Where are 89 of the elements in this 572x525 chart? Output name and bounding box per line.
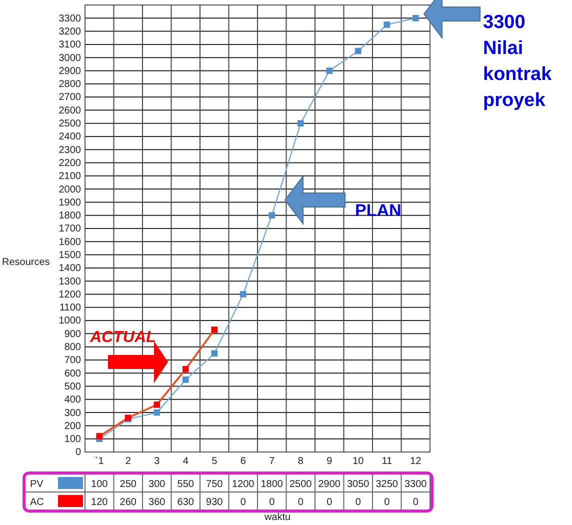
y-tick-label: 200 [64, 420, 82, 432]
text: 0 [298, 497, 304, 508]
y-tick-label: 3300 [58, 13, 82, 24]
point [384, 22, 390, 28]
point [182, 366, 189, 372]
point [182, 376, 189, 383]
data-label: 550 [177, 479, 194, 490]
x-axis-title: waktu [263, 512, 291, 523]
y-tick-label: 2400 [58, 132, 82, 143]
y-tick-label: 2100 [58, 171, 82, 182]
x-tick-label: 7 [269, 456, 276, 468]
x-tick-label: `1 [94, 456, 104, 468]
y-tick-label: 1400 [58, 263, 82, 274]
point [240, 291, 246, 298]
y-tick-label: 600 [64, 368, 82, 380]
data-label: 750 [206, 479, 224, 490]
y-tick-label: 2000 [58, 184, 82, 196]
y-tick-label: 500 [64, 381, 82, 392]
y-tick-label: 700 [64, 355, 82, 366]
data-label: 3300 [404, 479, 428, 490]
data-label: 300 [148, 479, 166, 490]
y-tick-label: 2300 [58, 144, 82, 156]
text: 0 [412, 497, 418, 508]
data-label: 100 [91, 479, 108, 490]
x-tick-label: 11 [382, 456, 392, 468]
x-tick-label: 4 [182, 456, 189, 468]
x-tick-label: 6 [240, 456, 246, 468]
data-label: 1800 [260, 479, 284, 490]
y-tick-label: 100 [64, 434, 82, 446]
x-tick-label: 5 [212, 456, 218, 468]
y-tick-label: 2600 [58, 105, 82, 116]
y-tick-label: 3200 [58, 26, 82, 38]
point [297, 120, 304, 126]
x-tick-label: 8 [298, 456, 304, 468]
y-tick-label: 0 [75, 447, 82, 458]
y-tick-label: 1100 [59, 302, 82, 314]
y-tick-label: 400 [64, 394, 82, 406]
point [154, 409, 160, 416]
text: 0 [269, 497, 275, 508]
x-tick-label: 3 [154, 456, 160, 468]
point [211, 350, 218, 357]
data-label: 250 [120, 479, 137, 490]
point [211, 326, 218, 333]
text: 0 [240, 497, 246, 508]
y-tick-label: 2200 [58, 158, 82, 169]
x-tick-label: 2 [125, 456, 132, 468]
point [354, 48, 362, 54]
y-tick-label: 1200 [58, 289, 82, 300]
data-label: 3250 [376, 479, 398, 490]
y-tick-label: 1900 [58, 197, 82, 208]
point [326, 68, 333, 74]
y-tick-label: 300 [64, 408, 82, 419]
y-tick-label: 3000 [58, 52, 82, 64]
y-tick-label: 2900 [58, 66, 82, 77]
legend-label: PV [30, 479, 44, 490]
x-tick-label: 12 [410, 456, 422, 468]
data-label: 120 [91, 497, 108, 508]
data-label: 2900 [318, 479, 341, 490]
y-tick-label: 2500 [58, 118, 82, 130]
y-tick-label: 900 [64, 328, 82, 340]
point [96, 433, 103, 440]
data-label: 2500 [290, 479, 312, 490]
text: 0 [384, 497, 390, 508]
data-label: 3050 [347, 479, 370, 490]
y-tick-label: 1600 [58, 236, 82, 248]
data-label: 1200 [232, 479, 255, 490]
data-label: 930 [206, 497, 224, 508]
text: 0 [326, 497, 332, 508]
legend-label: AC [30, 497, 44, 508]
y-tick-label: 1800 [58, 210, 82, 222]
y-tick-label: 1500 [58, 250, 82, 261]
y-tick-label: 3100 [58, 40, 82, 51]
y-tick-label: 1700 [58, 224, 82, 235]
point [412, 14, 419, 22]
text: 0 [355, 497, 361, 508]
y-tick-label: 2700 [58, 92, 82, 104]
y-tick-label: 1000 [58, 316, 82, 327]
y-tick-label: 800 [64, 342, 82, 354]
text: 3300 Nilai kontrak proyek [483, 12, 552, 111]
y-axis-title: Resources [2, 257, 50, 268]
data-label: 360 [148, 497, 166, 508]
x-tick-label: 10 [352, 456, 364, 468]
point [154, 402, 160, 408]
data-label: 260 [120, 497, 137, 508]
y-tick-label: 1300 [58, 276, 82, 288]
data-label: 630 [177, 497, 194, 508]
point [268, 212, 276, 219]
x-tick-label: 9 [326, 456, 333, 468]
y-tick-label: 2800 [58, 79, 82, 90]
